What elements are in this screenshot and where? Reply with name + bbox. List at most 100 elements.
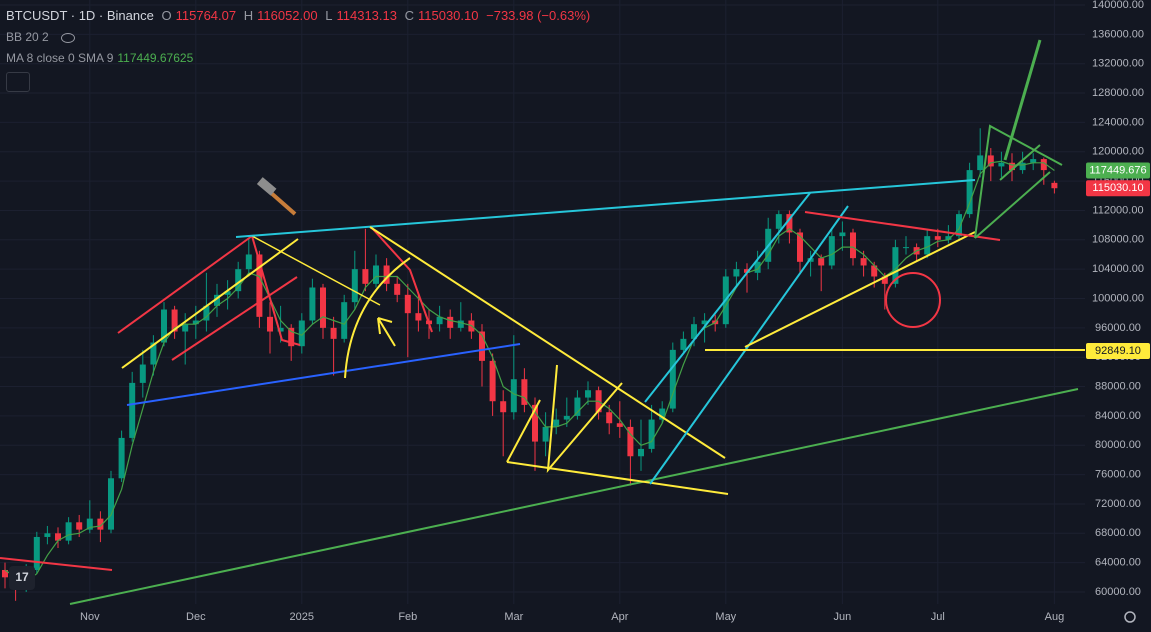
c-label: C [404, 8, 414, 23]
price-tag [1086, 180, 1150, 197]
candle-body [44, 533, 51, 537]
y-tick-label: 136000.00 [1092, 28, 1144, 40]
candle-body [945, 236, 952, 240]
candle-body [818, 258, 825, 266]
trend-line [171, 276, 298, 361]
candle-body [309, 287, 316, 321]
price-tag-label: 92849.10 [1095, 345, 1141, 357]
candle-body [288, 327, 295, 347]
candle-body [553, 419, 560, 427]
candle-body [267, 316, 273, 332]
hidden-icon[interactable] [60, 32, 75, 43]
candle-body [860, 258, 867, 266]
candle-body [171, 309, 178, 332]
trend-line [369, 226, 726, 459]
trend-line [371, 227, 433, 333]
candle-body [828, 236, 835, 266]
h-label: H [243, 8, 254, 23]
candle-body [415, 313, 422, 321]
collapse-button[interactable] [6, 72, 30, 92]
candle-body [33, 536, 40, 570]
candle-body [65, 522, 72, 541]
candle-body [924, 236, 931, 255]
close: 115030.10 [418, 8, 479, 23]
candle-body [903, 247, 909, 249]
candle-body [118, 437, 125, 479]
candle-body [330, 327, 337, 339]
candle-body [341, 302, 348, 339]
candle-body [775, 214, 782, 229]
ma-legend[interactable]: MA 8 close 0 SMA 9 117449.67625 [6, 51, 197, 65]
circle [885, 272, 941, 328]
l-label: L [325, 8, 333, 23]
price-tag [1086, 162, 1150, 179]
trend-line [506, 461, 729, 495]
candle-body [214, 294, 220, 306]
trend-line [69, 388, 1079, 605]
candle-body [871, 265, 878, 277]
candle-body [97, 518, 104, 530]
candle-body [489, 360, 496, 402]
candle-body [235, 269, 242, 292]
y-tick-label: 108000.00 [1092, 234, 1144, 246]
price-tag-label: 115030.10 [1092, 182, 1143, 194]
candle-body [245, 254, 252, 270]
candle-body [510, 379, 517, 413]
candle-body [383, 265, 390, 284]
price-tag-label: 117449.676 [1089, 164, 1146, 176]
hammer-icon [256, 177, 297, 216]
x-tick-label: Apr [611, 611, 628, 623]
candle-body [1019, 162, 1026, 171]
open: 115764.07 [175, 8, 237, 23]
candle-body [139, 364, 146, 383]
candle-body [351, 269, 358, 303]
candle-body [754, 261, 761, 273]
ma-value: 117449.67625 [117, 51, 194, 65]
candle-body [839, 232, 846, 237]
candle-body [701, 320, 708, 325]
candle-body [797, 232, 803, 262]
trend-line [117, 235, 253, 334]
candle-body [129, 382, 136, 438]
y-tick-label: 96000.00 [1095, 322, 1141, 334]
candle-body [298, 320, 305, 347]
candle-body [680, 338, 687, 350]
trend-line [1003, 39, 1042, 161]
x-tick-label: Feb [398, 611, 417, 623]
y-tick-label: 124000.00 [1092, 116, 1144, 128]
arrow [377, 317, 396, 347]
axes: 60000.00 64000.00 68000.00 72000.00 76000.00… [80, 0, 1151, 632]
candle-body [447, 316, 454, 328]
bb-legend[interactable]: BB 20 2 [6, 30, 79, 44]
trend-line [974, 171, 1051, 239]
candle-body [606, 412, 613, 424]
candle-body [786, 214, 793, 233]
settings-icon[interactable] [1124, 611, 1136, 623]
grid [0, 0, 1085, 604]
y-tick-label: 100000.00 [1092, 292, 1144, 304]
y-tick-label: 88000.00 [1095, 380, 1141, 392]
candle-body [733, 269, 740, 277]
trend-line [235, 179, 976, 238]
high: 116052.00 [257, 8, 318, 23]
y-tick-label: 64000.00 [1095, 557, 1141, 569]
price-axis [1085, 0, 1151, 632]
candle-body [934, 236, 941, 240]
tv-logo: 17 [9, 566, 35, 590]
candle-body [457, 320, 464, 328]
x-tick-label: Jul [931, 611, 945, 623]
candle-body [500, 401, 507, 413]
trend-line [126, 343, 521, 406]
o-label: O [161, 8, 172, 23]
candle-body [850, 232, 856, 259]
y-tick-label: 112000.00 [1092, 204, 1143, 216]
symbol: BTCUSDT · 1D · Binance [6, 8, 154, 23]
y-tick-label: 104000.00 [1092, 263, 1144, 275]
drawings [0, 39, 1085, 605]
candle-body [966, 170, 973, 215]
symbol-line: BTCUSDT · 1D · Binance O 115764.07 H 11605… [6, 8, 594, 23]
candle-body [659, 408, 666, 420]
candle-body [394, 283, 401, 295]
candle-body [574, 397, 581, 416]
